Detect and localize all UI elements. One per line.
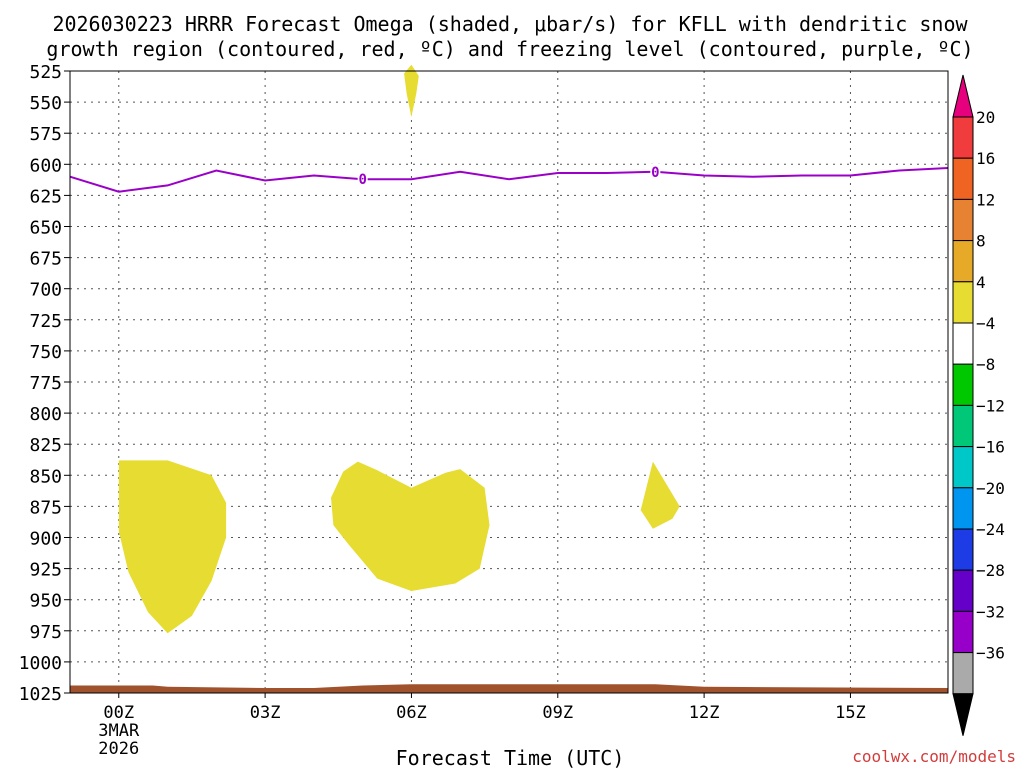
- colorbar-band: [952, 281, 974, 324]
- surface-terrain: [70, 684, 948, 693]
- colorbar-band: [952, 610, 974, 654]
- y-tick-label: 925: [29, 560, 62, 581]
- x-tick-label: 15Z: [835, 703, 866, 723]
- x-tick-label: 09Z: [542, 703, 573, 723]
- omega-region-left-lobe: [118, 460, 227, 634]
- watermark: coolwx.com/models: [852, 747, 1016, 766]
- colorbar-band: [952, 157, 974, 200]
- colorbar-label: 8: [976, 232, 986, 251]
- chart-title-line1: 2026030223 HRRR Forecast Omega (shaded, …: [52, 12, 968, 36]
- colorbar-band: [952, 363, 974, 406]
- x-tick-label: 03Z: [250, 703, 281, 723]
- colorbar-label: 16: [976, 149, 995, 168]
- colorbar-band: [952, 528, 974, 571]
- y-tick-label: 600: [29, 155, 62, 176]
- omega-region-right-lobe: [640, 461, 680, 529]
- y-tick-label: 950: [29, 591, 62, 612]
- colorbar-band: [952, 198, 974, 242]
- colorbar-label: −16: [976, 438, 1005, 457]
- colorbar-label: −32: [976, 602, 1005, 621]
- y-tick-label: 775: [29, 373, 62, 394]
- y-tick-label: 625: [29, 186, 62, 207]
- y-tick-label: 725: [29, 311, 62, 332]
- colorbar-band: [952, 116, 974, 159]
- y-tick-label: 1025: [19, 684, 62, 705]
- surface-layer: [70, 684, 948, 693]
- colorbar-label: −12: [976, 396, 1005, 415]
- colorbar-label: 4: [976, 273, 986, 292]
- y-tick-label: 900: [29, 529, 62, 550]
- y-tick-label: 525: [29, 62, 62, 83]
- colorbar-band: [952, 652, 974, 695]
- freezing-level-line: [69, 167, 949, 193]
- omega-region-upper-plume: [404, 64, 419, 117]
- y-tick-label: 850: [29, 466, 62, 487]
- contour-label-bg: [650, 163, 661, 179]
- colorbar-label: −36: [976, 644, 1005, 663]
- colorbar-arrow-bottom: [952, 693, 974, 736]
- y-tick-label: 675: [29, 249, 62, 270]
- y-tick-label: 975: [29, 622, 62, 643]
- colorbar-band: [952, 569, 974, 612]
- contour-label-bg: [357, 171, 368, 187]
- y-tick-label: 875: [29, 497, 62, 518]
- x-tick-label: 12Z: [689, 703, 720, 723]
- y-tick-label: 700: [29, 280, 62, 301]
- contour-label: 0: [358, 172, 366, 188]
- y-tick-label: 650: [29, 218, 62, 239]
- colorbar-label: −8: [976, 355, 995, 374]
- y-axis-ticks: 525 550 575 600 625 650 675 700 725 750 775 800 825 8…: [19, 62, 70, 705]
- x-tick-label: 00Z: [103, 703, 134, 723]
- x-tick-year: 2026: [98, 739, 139, 759]
- y-tick-label: 550: [29, 93, 62, 114]
- colorbar-band: [952, 404, 974, 448]
- colorbar-band: [952, 446, 974, 489]
- colorbar-band: [952, 322, 974, 365]
- chart-title-line2: growth region (contoured, red, ºC) and f…: [46, 37, 973, 61]
- colorbar: 20 16 12 8 4 −4 −8 −12 −16 −20 −24 −28 −32 −36: [952, 74, 1005, 736]
- x-axis-label: Forecast Time (UTC): [396, 746, 625, 768]
- y-tick-label: 575: [29, 124, 62, 145]
- colorbar-band: [952, 487, 974, 530]
- colorbar-label: −28: [976, 561, 1005, 580]
- colorbar-label: 20: [976, 108, 995, 127]
- x-tick-date: 3MAR: [98, 721, 140, 741]
- colorbar-label: 12: [976, 190, 995, 209]
- colorbar-label: −20: [976, 479, 1005, 498]
- y-tick-label: 825: [29, 435, 62, 456]
- y-tick-label: 1000: [19, 653, 62, 674]
- y-tick-label: 750: [29, 342, 62, 363]
- colorbar-band: [952, 240, 974, 283]
- x-tick-label: 06Z: [396, 703, 427, 723]
- colorbar-label: −24: [976, 520, 1005, 539]
- omega-regions: [118, 64, 680, 634]
- contour-label: 0: [651, 165, 659, 181]
- colorbar-label: −4: [976, 314, 995, 333]
- omega-region-middle-lobe: [331, 461, 490, 591]
- y-tick-label: 800: [29, 404, 62, 425]
